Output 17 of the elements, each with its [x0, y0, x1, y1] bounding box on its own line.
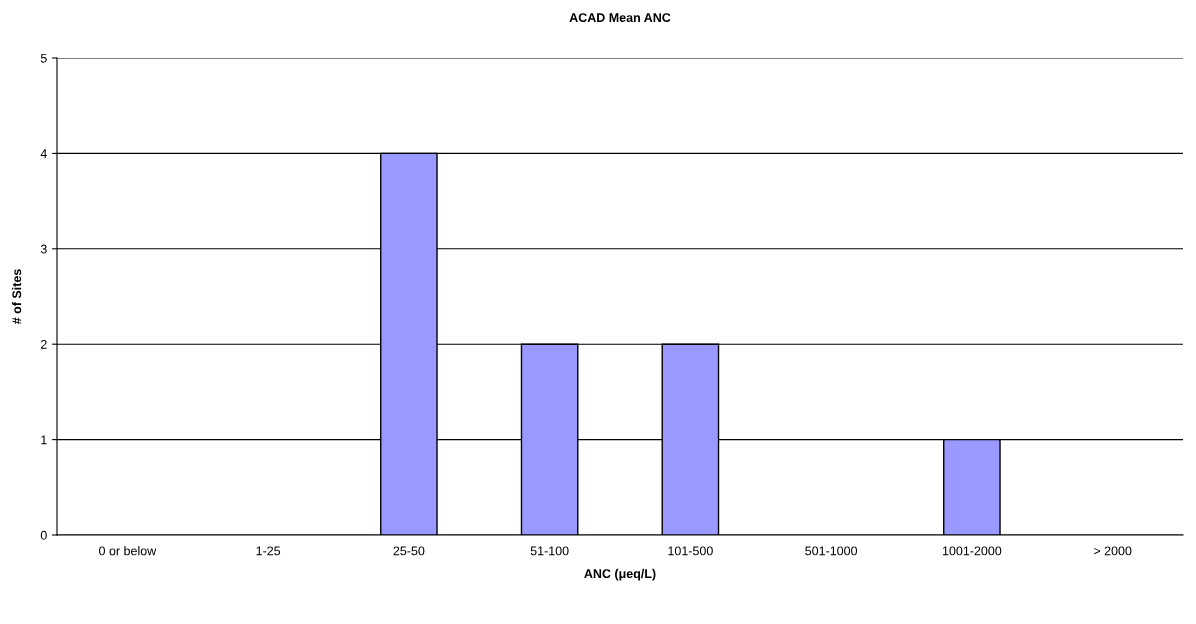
chart-title: ACAD Mean ANC	[569, 13, 671, 23]
x-tick-label: 51-100	[530, 546, 569, 556]
x-tick-label: 25-50	[393, 546, 425, 556]
y-tick-label: 3	[40, 244, 47, 254]
y-tick-label: 2	[40, 340, 47, 349]
x-tick-label: 1-25	[256, 546, 281, 556]
y-tick-label: 5	[40, 53, 47, 63]
x-tick-label: 501-1000	[805, 546, 858, 556]
x-tick-label: 1001-2000	[942, 546, 1002, 556]
y-tick-label: 0	[40, 530, 47, 540]
y-tick-label: 4	[40, 149, 47, 158]
y-tick-label: 1	[41, 435, 47, 445]
x-axis-title: ANC (μeq/L)	[584, 568, 656, 581]
x-tick-label: 0 or below	[99, 546, 157, 556]
x-tick-label: > 2000	[1093, 546, 1132, 556]
x-tick-label: 101-500	[668, 546, 713, 556]
y-axis-title: # of Sites	[12, 269, 22, 325]
